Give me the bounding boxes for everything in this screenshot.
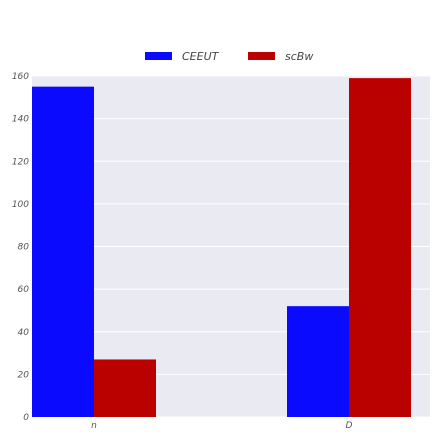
y-tick-label: 20: [18, 370, 30, 380]
y-tick-label: 120: [12, 157, 29, 167]
bar-CEEUT-D: [287, 306, 349, 417]
legend-swatch: [248, 52, 275, 60]
y-tick-label: 0: [23, 413, 29, 423]
y-tick-label: 40: [18, 328, 30, 338]
x-tick-label: n: [91, 421, 97, 431]
legend-label: scBw: [285, 50, 313, 63]
y-tick-label: 80: [18, 243, 30, 253]
legend-swatch: [145, 52, 172, 60]
legend-label: CEEUT: [182, 50, 220, 63]
y-tick-label: 160: [12, 72, 29, 82]
y-axis-tick-labels: 0 20 40 60 80 100 120 140 160: [12, 72, 29, 423]
bar-scBw-D: [349, 78, 411, 417]
y-tick-label: 140: [12, 115, 29, 125]
bar-scBw-n: [94, 359, 156, 417]
y-tick-label: 100: [12, 200, 29, 210]
bar-CEEUT-n: [32, 86, 94, 417]
legend: CEEUT scBw: [145, 50, 313, 63]
y-tick-label: 60: [18, 285, 30, 295]
bars: [32, 78, 411, 417]
x-tick-label: D: [346, 421, 353, 431]
